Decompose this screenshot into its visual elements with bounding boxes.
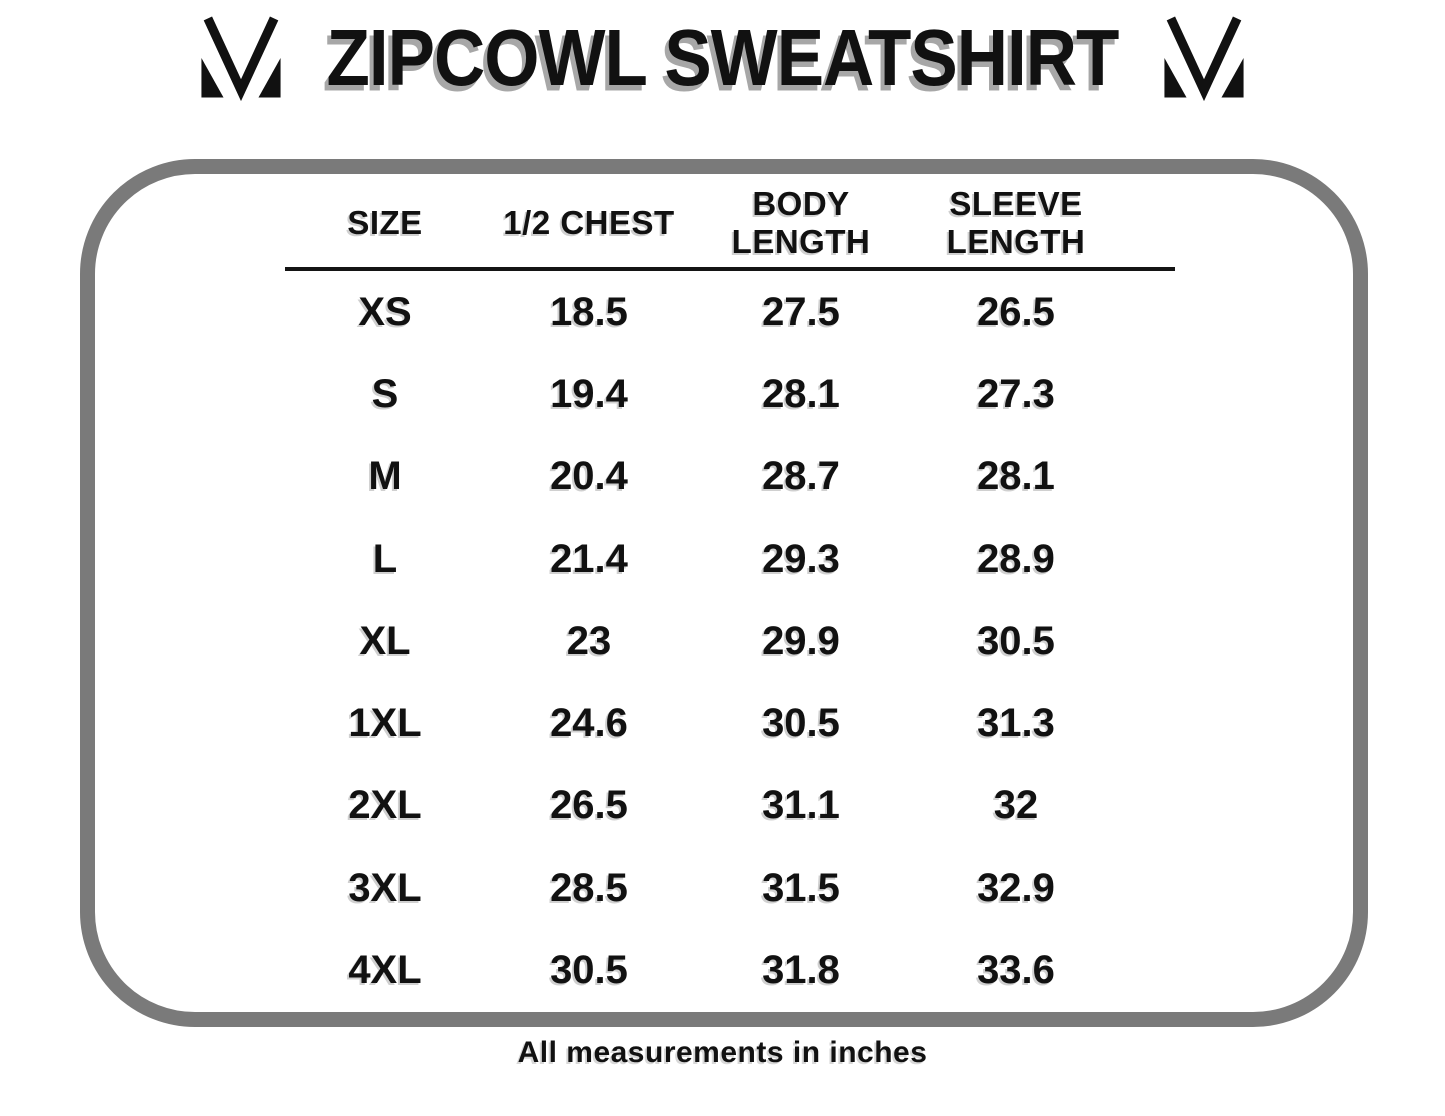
column-header-size: SIZE — [347, 203, 423, 241]
column-header-half-chest: 1/2 CHEST — [503, 203, 675, 241]
column-header-sleeve-length: SLEEVE LENGTH — [946, 184, 1086, 260]
size-value: M — [368, 454, 402, 499]
sleeve-length-value: 33.6 — [977, 948, 1055, 993]
mv-monogram-logo-left — [200, 16, 281, 102]
sleeve-length-value: 32 — [993, 783, 1039, 828]
page-title: ZIPCOWL SWEATSHIRT — [326, 13, 1120, 103]
size-chart-table: SIZE 1/2 CHEST BODY LENGTH SLEEVE LENGTH… — [285, 179, 1175, 1012]
size-value: L — [372, 536, 398, 581]
size-value: 4XL — [348, 948, 422, 993]
table-row-s: S 19.4 28.1 27.3 — [285, 353, 1175, 435]
body-length-value: 29.3 — [762, 536, 840, 581]
table-row-xl: XL 23 29.9 30.5 — [285, 600, 1175, 682]
column-header-body-length: BODY LENGTH — [731, 184, 871, 260]
table-row-3xl: 3XL 28.5 31.5 32.9 — [285, 847, 1175, 929]
sleeve-length-value: 28.9 — [977, 536, 1055, 581]
body-length-value: 31.8 — [762, 948, 840, 993]
sleeve-length-value: 32.9 — [977, 865, 1055, 910]
sleeve-length-value: 28.1 — [977, 454, 1055, 499]
table-row-4xl: 4XL 30.5 31.8 33.6 — [285, 929, 1175, 1011]
body-length-value: 28.7 — [762, 454, 840, 499]
half-chest-value: 30.5 — [550, 948, 628, 993]
table-row-1xl: 1XL 24.6 30.5 31.3 — [285, 682, 1175, 764]
body-length-value: 30.5 — [762, 701, 840, 746]
sleeve-length-value: 30.5 — [977, 618, 1055, 663]
half-chest-value: 18.5 — [550, 289, 628, 334]
body-length-value: 27.5 — [762, 289, 840, 334]
table-row-l: L 21.4 29.3 28.9 — [285, 518, 1175, 600]
sleeve-length-value: 26.5 — [977, 289, 1055, 334]
half-chest-value: 20.4 — [550, 454, 628, 499]
sleeve-length-value: 31.3 — [977, 701, 1055, 746]
table-row-m: M 20.4 28.7 28.1 — [285, 436, 1175, 518]
size-value: 3XL — [348, 865, 422, 910]
size-value: 2XL — [348, 783, 422, 828]
size-chart-card — [80, 159, 1368, 1027]
half-chest-value: 19.4 — [550, 371, 628, 416]
sleeve-length-value: 27.3 — [977, 371, 1055, 416]
size-value: XS — [358, 289, 412, 334]
measurements-unit-note: All measurements in inches — [517, 1036, 928, 1069]
body-length-value: 28.1 — [762, 371, 840, 416]
table-row-xs: XS 18.5 27.5 26.5 — [285, 271, 1175, 353]
table-row-2xl: 2XL 26.5 31.1 32 — [285, 765, 1175, 847]
table-header-row: SIZE 1/2 CHEST BODY LENGTH SLEEVE LENGTH — [285, 179, 1175, 267]
half-chest-value: 28.5 — [550, 865, 628, 910]
size-value: 1XL — [348, 701, 422, 746]
half-chest-value: 26.5 — [550, 783, 628, 828]
mv-monogram-logo-right — [1164, 16, 1244, 102]
half-chest-value: 24.6 — [550, 701, 628, 746]
page-header: ZIPCOWL SWEATSHIRT — [0, 0, 1445, 116]
half-chest-value: 21.4 — [550, 536, 628, 581]
body-length-value: 31.5 — [762, 865, 840, 910]
body-length-value: 29.9 — [762, 618, 840, 663]
header-divider-line — [285, 267, 1175, 271]
half-chest-value: 23 — [566, 618, 612, 663]
size-value: S — [371, 371, 399, 416]
body-length-value: 31.1 — [762, 783, 840, 828]
size-value: XL — [359, 618, 411, 663]
